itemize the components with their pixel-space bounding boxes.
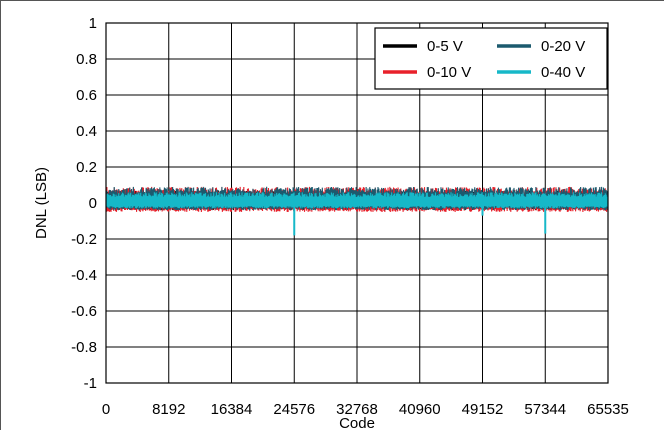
y-tick-label: -0.6 [71, 303, 97, 320]
legend-label: 0-40 V [541, 64, 585, 81]
y-axis-label: DNL (LSB) [33, 167, 50, 239]
legend-box [374, 27, 608, 90]
x-tick-label: 57344 [524, 401, 566, 418]
x-tick-label: 32768 [336, 401, 378, 418]
y-tick-labels: 1 0.8 0.6 0.4 0.2 0 -0.2 -0.4 -0.6 -0.8 -1 [71, 15, 97, 392]
legend-item: 0-20 V [497, 38, 585, 55]
y-tick-label: 0 [89, 195, 97, 212]
legend-item: 0-10 V [383, 64, 471, 81]
x-tick-labels: 0 8192 16384 24576 32768 40960 49152 57344 65535 [102, 401, 629, 418]
x-tick-label: 0 [102, 401, 110, 418]
series-0-40 V [106, 192, 608, 236]
series-layer [106, 186, 608, 236]
y-tick-label: -0.2 [71, 231, 97, 248]
y-tick-label: -1 [84, 375, 97, 392]
x-tick-label: 40960 [399, 401, 441, 418]
y-tick-label: -0.8 [71, 339, 97, 356]
legend-item: 0-40 V [497, 64, 585, 81]
y-tick-label: 0.4 [76, 123, 97, 140]
legend-label: 0-10 V [427, 64, 471, 81]
y-tick-label: -0.4 [71, 267, 97, 284]
y-tick-label: 0.8 [76, 51, 97, 68]
x-tick-label: 16384 [211, 401, 253, 418]
legend-label: 0-20 V [541, 38, 585, 55]
x-tick-label: 8192 [152, 401, 185, 418]
y-tick-label: 0.2 [76, 159, 97, 176]
legend-label: 0-5 V [427, 38, 463, 55]
x-tick-label: 24576 [273, 401, 315, 418]
x-axis-label: Code [339, 415, 375, 431]
legend-item: 0-5 V [383, 38, 463, 55]
x-tick-label: 65535 [587, 401, 629, 418]
series-line [106, 192, 608, 209]
x-tick-label: 49152 [462, 401, 504, 418]
y-tick-label: 0.6 [76, 87, 97, 104]
legend: 0-5 V 0-20 V 0-10 V 0-40 V [374, 27, 608, 90]
plot-border [105, 22, 609, 384]
y-tick-label: 1 [89, 15, 97, 32]
